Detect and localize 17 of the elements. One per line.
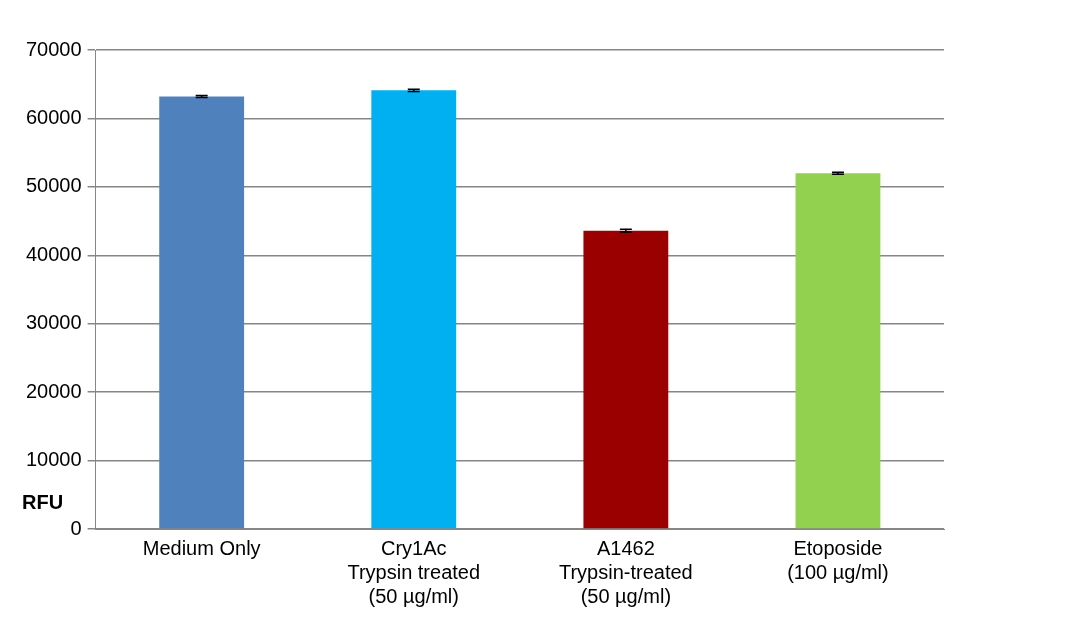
x-tick-label: A1462 Trypsin-treated (50 µg/ml)	[558, 536, 693, 607]
y-tick-label: 70000	[25, 37, 82, 60]
y-tick-label: 50000	[25, 174, 82, 197]
bar	[371, 90, 457, 529]
y-tick-label: 0	[70, 516, 82, 539]
y-tick-label: 20000	[25, 379, 82, 402]
bar	[159, 96, 245, 529]
y-tick-label: 30000	[25, 311, 82, 334]
y-tick-label: 10000	[25, 448, 82, 471]
y-tick-label: 60000	[25, 105, 82, 128]
bar	[583, 230, 669, 529]
x-tick-label: Medium Only	[142, 536, 261, 559]
y-tick-label: 40000	[25, 242, 82, 265]
bar	[795, 173, 881, 529]
y-axis-title: RFU	[22, 490, 64, 513]
x-tick-label: Etoposide (100 µg/ml)	[787, 536, 889, 583]
x-tick-label: Cry1Ac Trypsin treated (50 µg/ml)	[347, 536, 481, 607]
